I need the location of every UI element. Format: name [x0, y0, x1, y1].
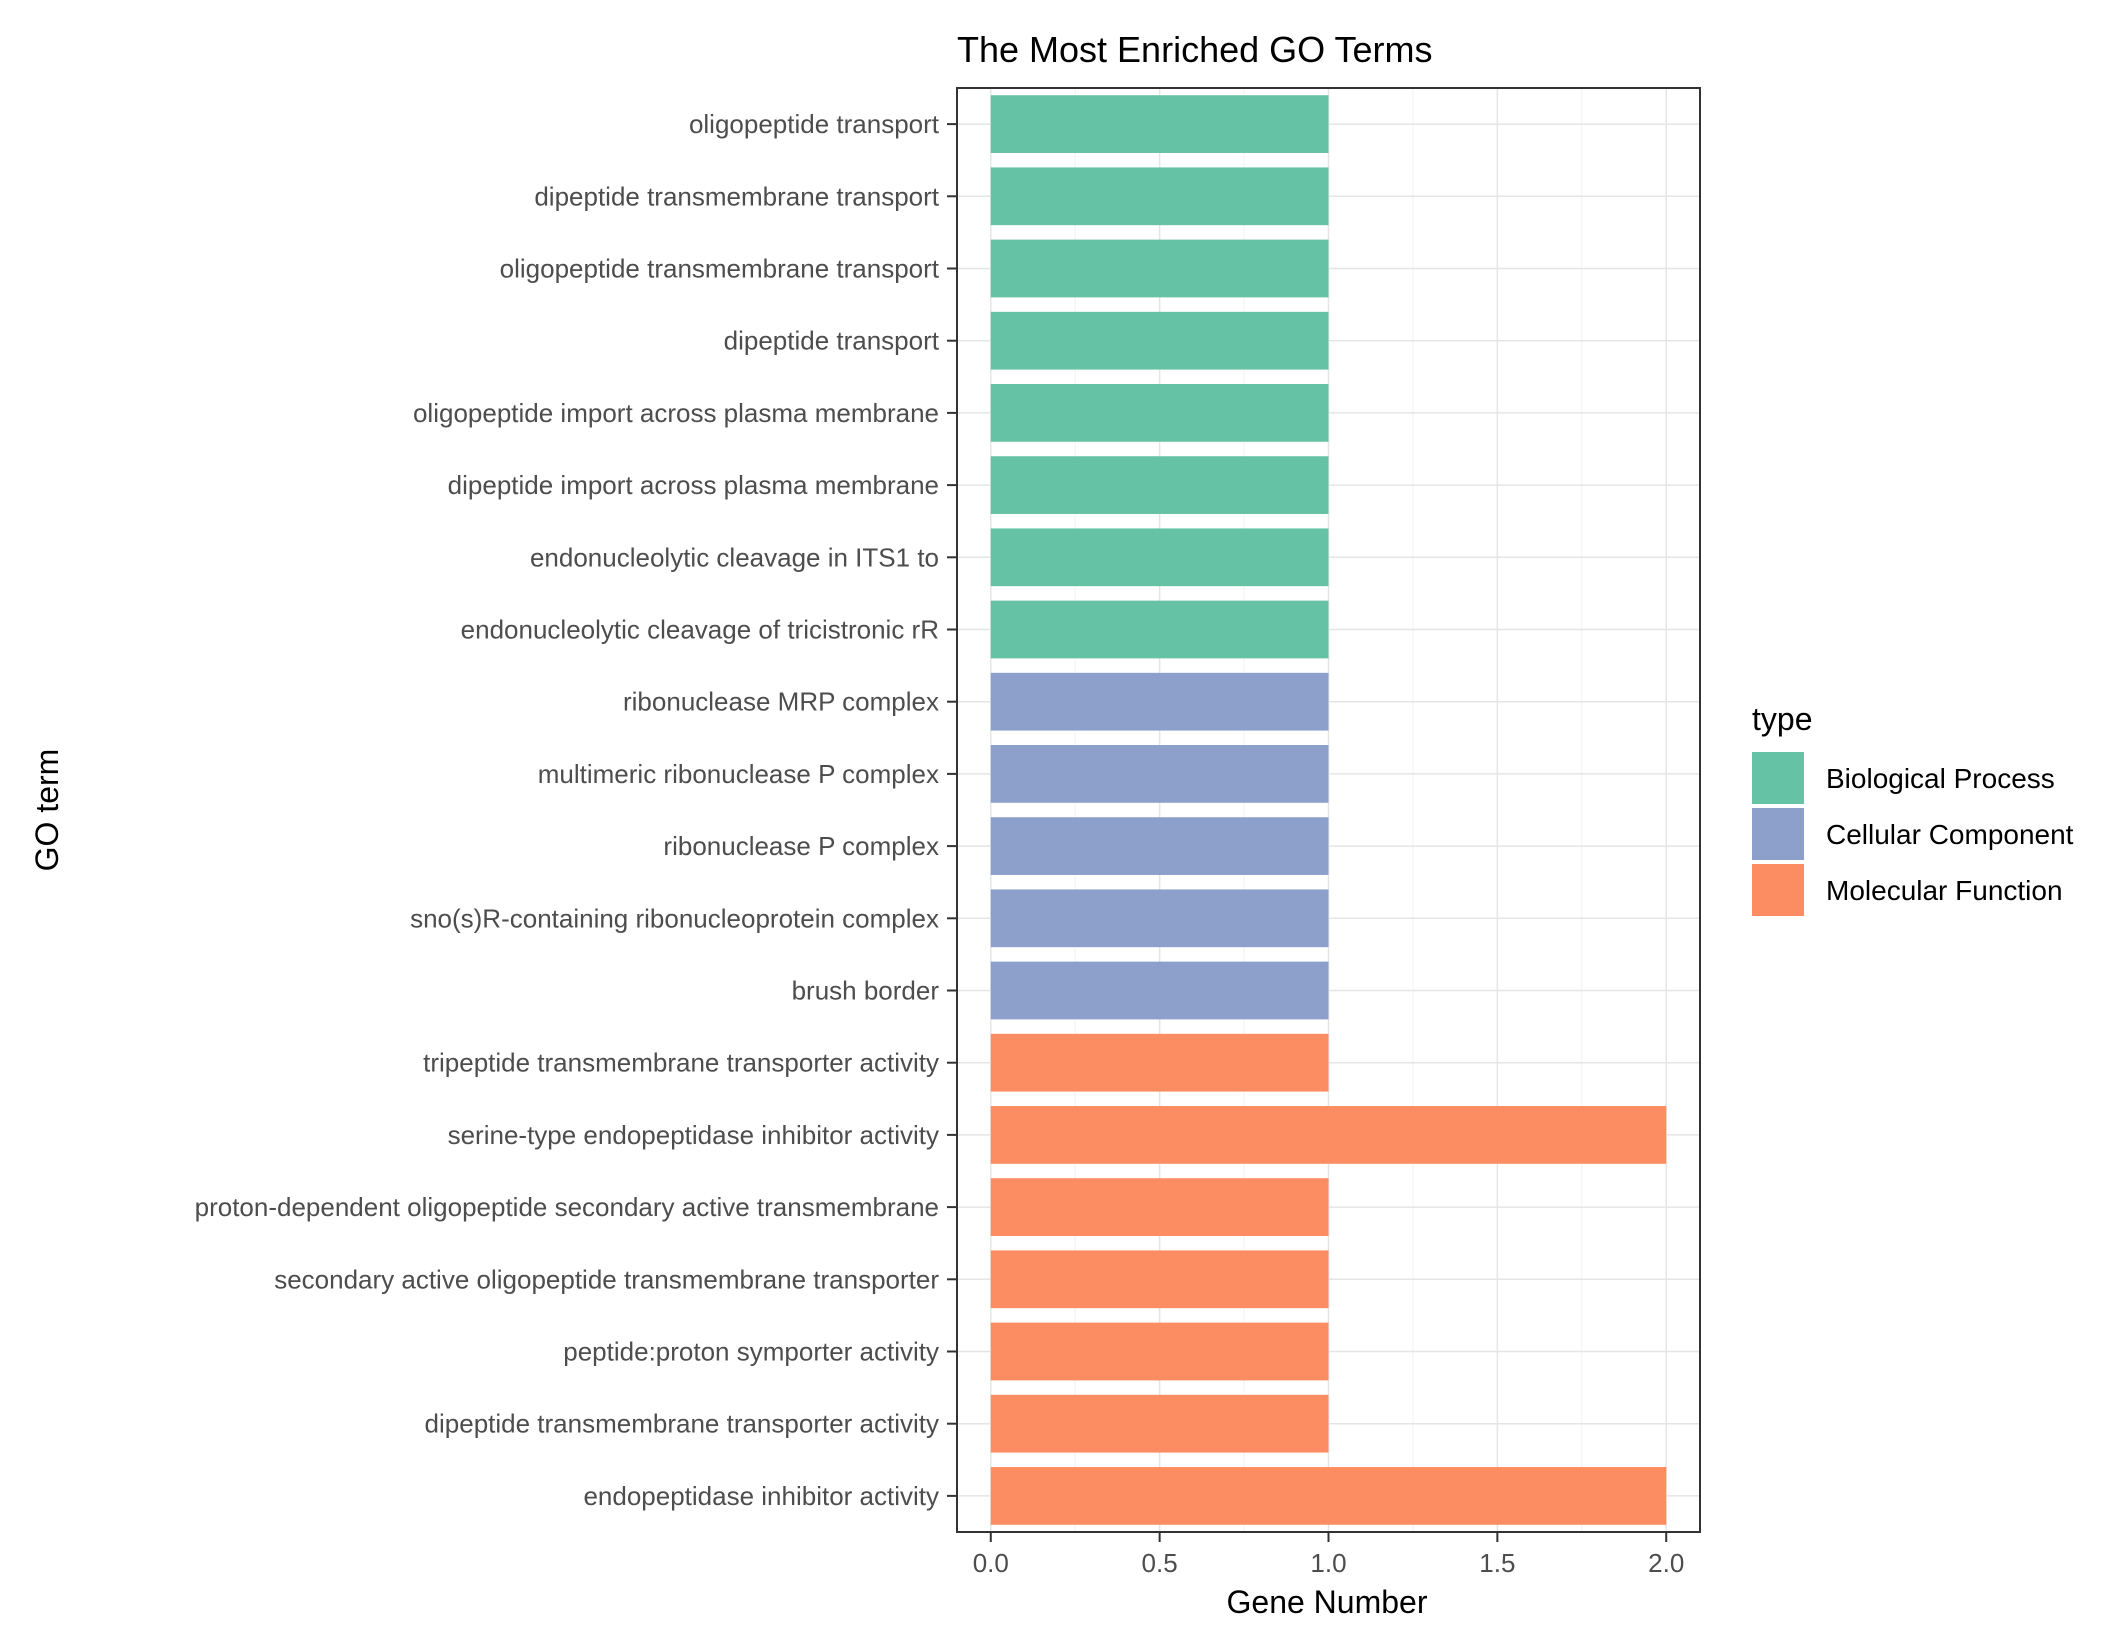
- bar: [990, 1250, 1329, 1309]
- bar: [990, 528, 1329, 587]
- y-tick-label: sno(s)R-containing ribonucleoprotein com…: [410, 903, 939, 933]
- y-tick-label: oligopeptide import across plasma membra…: [413, 398, 939, 428]
- chart-title: The Most Enriched GO Terms: [957, 29, 1433, 70]
- x-axis-title: Gene Number: [1227, 1584, 1428, 1620]
- bar: [990, 456, 1329, 514]
- x-tick-label: 1.0: [1310, 1548, 1346, 1578]
- legend-label: Molecular Function: [1826, 875, 2063, 906]
- bar: [990, 1322, 1329, 1381]
- y-tick-label: oligopeptide transport: [689, 109, 940, 139]
- y-tick-label: tripeptide transmembrane transporter act…: [423, 1048, 939, 1078]
- y-tick-label: dipeptide import across plasma membrane: [448, 470, 939, 500]
- y-tick-label: ribonuclease MRP complex: [623, 687, 939, 717]
- bar: [990, 672, 1329, 731]
- bar: [990, 95, 1329, 153]
- bar: [990, 889, 1329, 948]
- y-tick-label: serine-type endopeptidase inhibitor acti…: [448, 1120, 939, 1150]
- x-axis: 0.0 0.5 1.0 1.5 2.0: [973, 1532, 1684, 1578]
- y-tick-label: multimeric ribonuclease P complex: [538, 759, 939, 789]
- legend-key: [1752, 808, 1804, 860]
- y-tick-label: ribonuclease P complex: [663, 831, 939, 861]
- legend: type Biological Process Cellular Componen…: [1752, 701, 2074, 916]
- y-tick-label: brush border: [792, 976, 940, 1006]
- legend-key: [1752, 752, 1804, 804]
- bar: [990, 1106, 1667, 1164]
- x-tick-label: 1.5: [1479, 1548, 1515, 1578]
- legend-label: Biological Process: [1826, 763, 2055, 794]
- legend-key: [1752, 864, 1804, 916]
- x-tick-label: 0.5: [1142, 1548, 1178, 1578]
- bar: [990, 384, 1329, 442]
- bar-layer: [990, 95, 1667, 1525]
- legend-label: Cellular Component: [1826, 819, 2074, 850]
- bar: [990, 745, 1329, 803]
- y-axis-title: GO term: [29, 749, 65, 872]
- y-tick-label: endopeptidase inhibitor activity: [583, 1481, 939, 1511]
- y-tick-label: peptide:proton symporter activity: [563, 1337, 939, 1367]
- bar: [990, 239, 1329, 298]
- legend-title: type: [1752, 701, 1812, 737]
- y-tick-label: dipeptide transport: [724, 326, 940, 356]
- bar: [990, 1394, 1329, 1453]
- y-tick-label: oligopeptide transmembrane transport: [500, 254, 940, 284]
- x-tick-label: 0.0: [973, 1548, 1009, 1578]
- bar: [990, 961, 1329, 1020]
- bar: [990, 1033, 1329, 1092]
- y-tick-label: endonucleolytic cleavage in ITS1 to: [530, 542, 939, 572]
- x-tick-label: 2.0: [1648, 1548, 1684, 1578]
- y-tick-label: dipeptide transmembrane transport: [534, 181, 939, 211]
- y-axis: oligopeptide transport dipeptide transmem…: [195, 109, 957, 1511]
- bar: [990, 600, 1329, 659]
- bar: [990, 167, 1329, 226]
- bar: [990, 817, 1329, 875]
- y-tick-label: dipeptide transmembrane transporter acti…: [425, 1409, 939, 1439]
- bar: [990, 311, 1329, 370]
- y-tick-label: secondary active oligopeptide transmembr…: [274, 1264, 939, 1294]
- y-tick-label: proton-dependent oligopeptide secondary …: [195, 1192, 939, 1222]
- grid-layer: [957, 88, 1700, 1532]
- bar: [990, 1178, 1329, 1236]
- y-tick-label: endonucleolytic cleavage of tricistronic…: [461, 615, 939, 645]
- bar: [990, 1467, 1667, 1525]
